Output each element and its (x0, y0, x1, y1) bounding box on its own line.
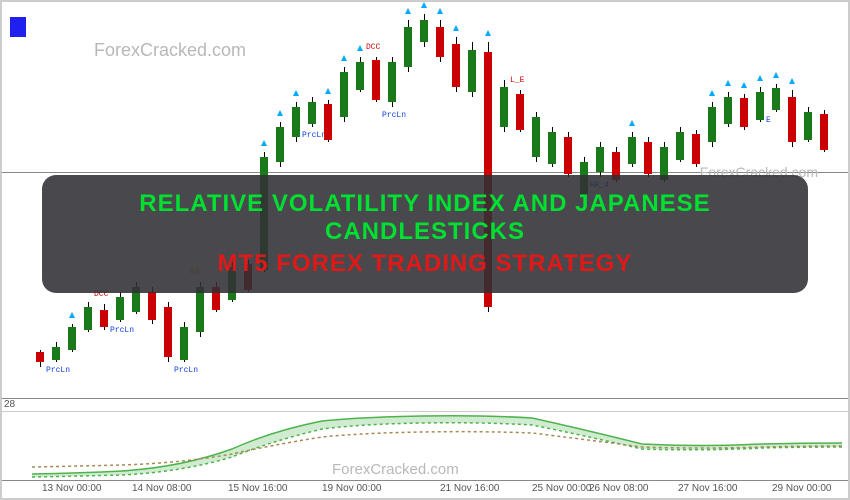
up-arrow-icon (341, 55, 347, 61)
x-tick: 21 Nov 16:00 (440, 483, 500, 494)
up-arrow-icon (773, 72, 779, 78)
x-tick: 13 Nov 00:00 (42, 483, 102, 494)
title-overlay: RELATIVE VOLATILITY INDEX AND JAPANESE C… (42, 175, 808, 293)
indicator-sub-chart[interactable]: 28 ForexCracked.com 13 Nov 00:0014 Nov 0… (2, 398, 848, 498)
chart-container: ForexCracked.com ForexCracked.com PrcLnD… (2, 2, 848, 498)
watermark-top: ForexCracked.com (94, 40, 246, 61)
up-arrow-icon (357, 45, 363, 51)
pattern-label: PrcLn (174, 366, 198, 375)
x-tick: 14 Nov 08:00 (132, 483, 192, 494)
x-tick: 19 Nov 00:00 (322, 483, 382, 494)
up-arrow-icon (293, 90, 299, 96)
up-arrow-icon (789, 78, 795, 84)
up-arrow-icon (709, 90, 715, 96)
up-arrow-icon (261, 140, 267, 146)
up-arrow-icon (629, 120, 635, 126)
pattern-label: PrcLn (46, 366, 70, 375)
title-line-1: RELATIVE VOLATILITY INDEX AND JAPANESE C… (72, 190, 778, 245)
up-arrow-icon (437, 8, 443, 14)
horizontal-gridline (2, 172, 848, 173)
x-tick: 29 Nov 00:00 (772, 483, 832, 494)
pattern-label: PrcLn (302, 131, 326, 140)
up-arrow-icon (741, 82, 747, 88)
up-arrow-icon (725, 80, 731, 86)
up-arrow-icon (453, 25, 459, 31)
pattern-label: DCC (366, 43, 380, 52)
x-tick: 26 Nov 08:00 (589, 483, 649, 494)
up-arrow-icon (325, 88, 331, 94)
indicator-lines (2, 399, 850, 481)
pattern-label: E (766, 116, 771, 125)
up-arrow-icon (757, 75, 763, 81)
x-tick: 15 Nov 16:00 (228, 483, 288, 494)
title-line-2: MT5 FOREX TRADING STRATEGY (218, 250, 633, 278)
up-arrow-icon (405, 8, 411, 14)
x-axis: 13 Nov 00:00 14 Nov 08:00 15 Nov 16:00 19 N… (2, 480, 848, 498)
x-tick: 25 Nov 00:00 (532, 483, 592, 494)
pattern-label: L_E (510, 76, 524, 85)
up-arrow-icon (485, 30, 491, 36)
pattern-label: PrcLn (382, 111, 406, 120)
up-arrow-icon (277, 110, 283, 116)
pattern-label: PrcLn (110, 326, 134, 335)
up-arrow-icon (421, 2, 427, 8)
x-tick: 27 Nov 16:00 (678, 483, 738, 494)
indicator-box (10, 17, 26, 37)
up-arrow-icon (69, 312, 75, 318)
